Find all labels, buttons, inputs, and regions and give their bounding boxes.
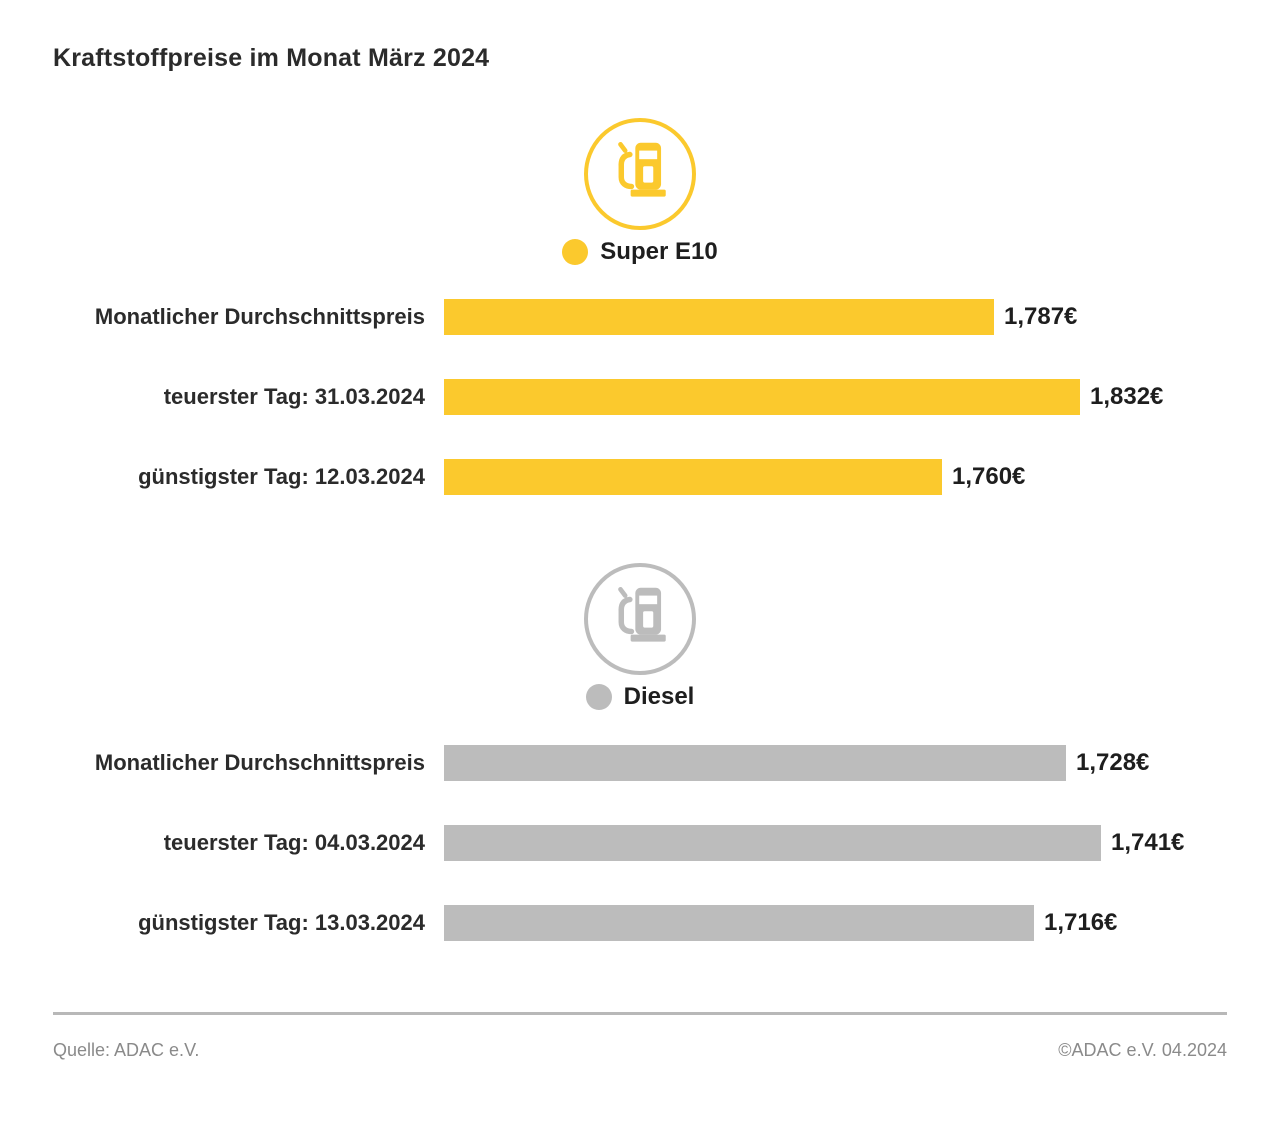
bar-row-label: Monatlicher Durchschnittspreis [94, 750, 425, 775]
bar-row-label: teuerster Tag: 04.03.2024 [163, 830, 425, 855]
bar-value: 1,760€ [952, 463, 1026, 490]
fuel-pump-icon [584, 118, 696, 230]
bar-value: 1,716€ [1044, 909, 1118, 936]
bar [444, 459, 942, 495]
page-title: Kraftstoffpreise im Monat März 2024 [53, 44, 490, 72]
legend-bullet [585, 684, 612, 710]
bar-row: Monatlicher Durchschnittspreis 1,787€ [0, 299, 1280, 335]
bar [444, 745, 1066, 781]
diesel-legend: Diesel [0, 683, 1280, 711]
bar-row-label: günstigster Tag: 12.03.2024 [138, 464, 425, 489]
bar-value: 1,787€ [1004, 303, 1078, 330]
copyright-note: ©ADAC e.V. 04.2024 [1058, 1040, 1227, 1060]
legend-label: Super E10 [600, 238, 718, 265]
bar-row: Monatlicher Durchschnittspreis 1,728€ [0, 745, 1280, 781]
bar-value: 1,741€ [1111, 829, 1185, 856]
super-e10-icon-row [0, 118, 1280, 230]
footer-divider [53, 1012, 1227, 1015]
bar-row: teuerster Tag: 04.03.2024 1,741€ [0, 825, 1280, 861]
source-note: Quelle: ADAC e.V. [53, 1040, 200, 1060]
bar [444, 299, 994, 335]
legend-bullet [562, 239, 589, 265]
bar-row: günstigster Tag: 12.03.2024 1,760€ [0, 459, 1280, 495]
bar-value: 1,832€ [1090, 383, 1164, 410]
bar [444, 905, 1034, 941]
bar [444, 379, 1080, 415]
legend-label: Diesel [623, 683, 695, 710]
bar-row-label: teuerster Tag: 31.03.2024 [163, 384, 425, 409]
bar-row-label: Monatlicher Durchschnittspreis [94, 304, 425, 329]
super-e10-legend: Super E10 [0, 238, 1280, 266]
bar-row: teuerster Tag: 31.03.2024 1,832€ [0, 379, 1280, 415]
bar [444, 825, 1101, 861]
fuel-pump-icon [584, 563, 696, 675]
diesel-icon-row [0, 563, 1280, 675]
bar-row-label: günstigster Tag: 13.03.2024 [138, 910, 425, 935]
bar-value: 1,728€ [1076, 749, 1150, 776]
bar-row: günstigster Tag: 13.03.2024 1,716€ [0, 905, 1280, 941]
